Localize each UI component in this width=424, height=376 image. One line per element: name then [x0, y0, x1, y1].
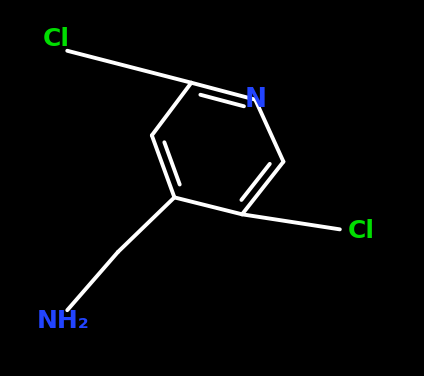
Text: NH₂: NH₂ — [37, 309, 90, 334]
Text: Cl: Cl — [42, 27, 70, 52]
Text: Cl: Cl — [347, 219, 374, 243]
Text: N: N — [244, 86, 266, 113]
